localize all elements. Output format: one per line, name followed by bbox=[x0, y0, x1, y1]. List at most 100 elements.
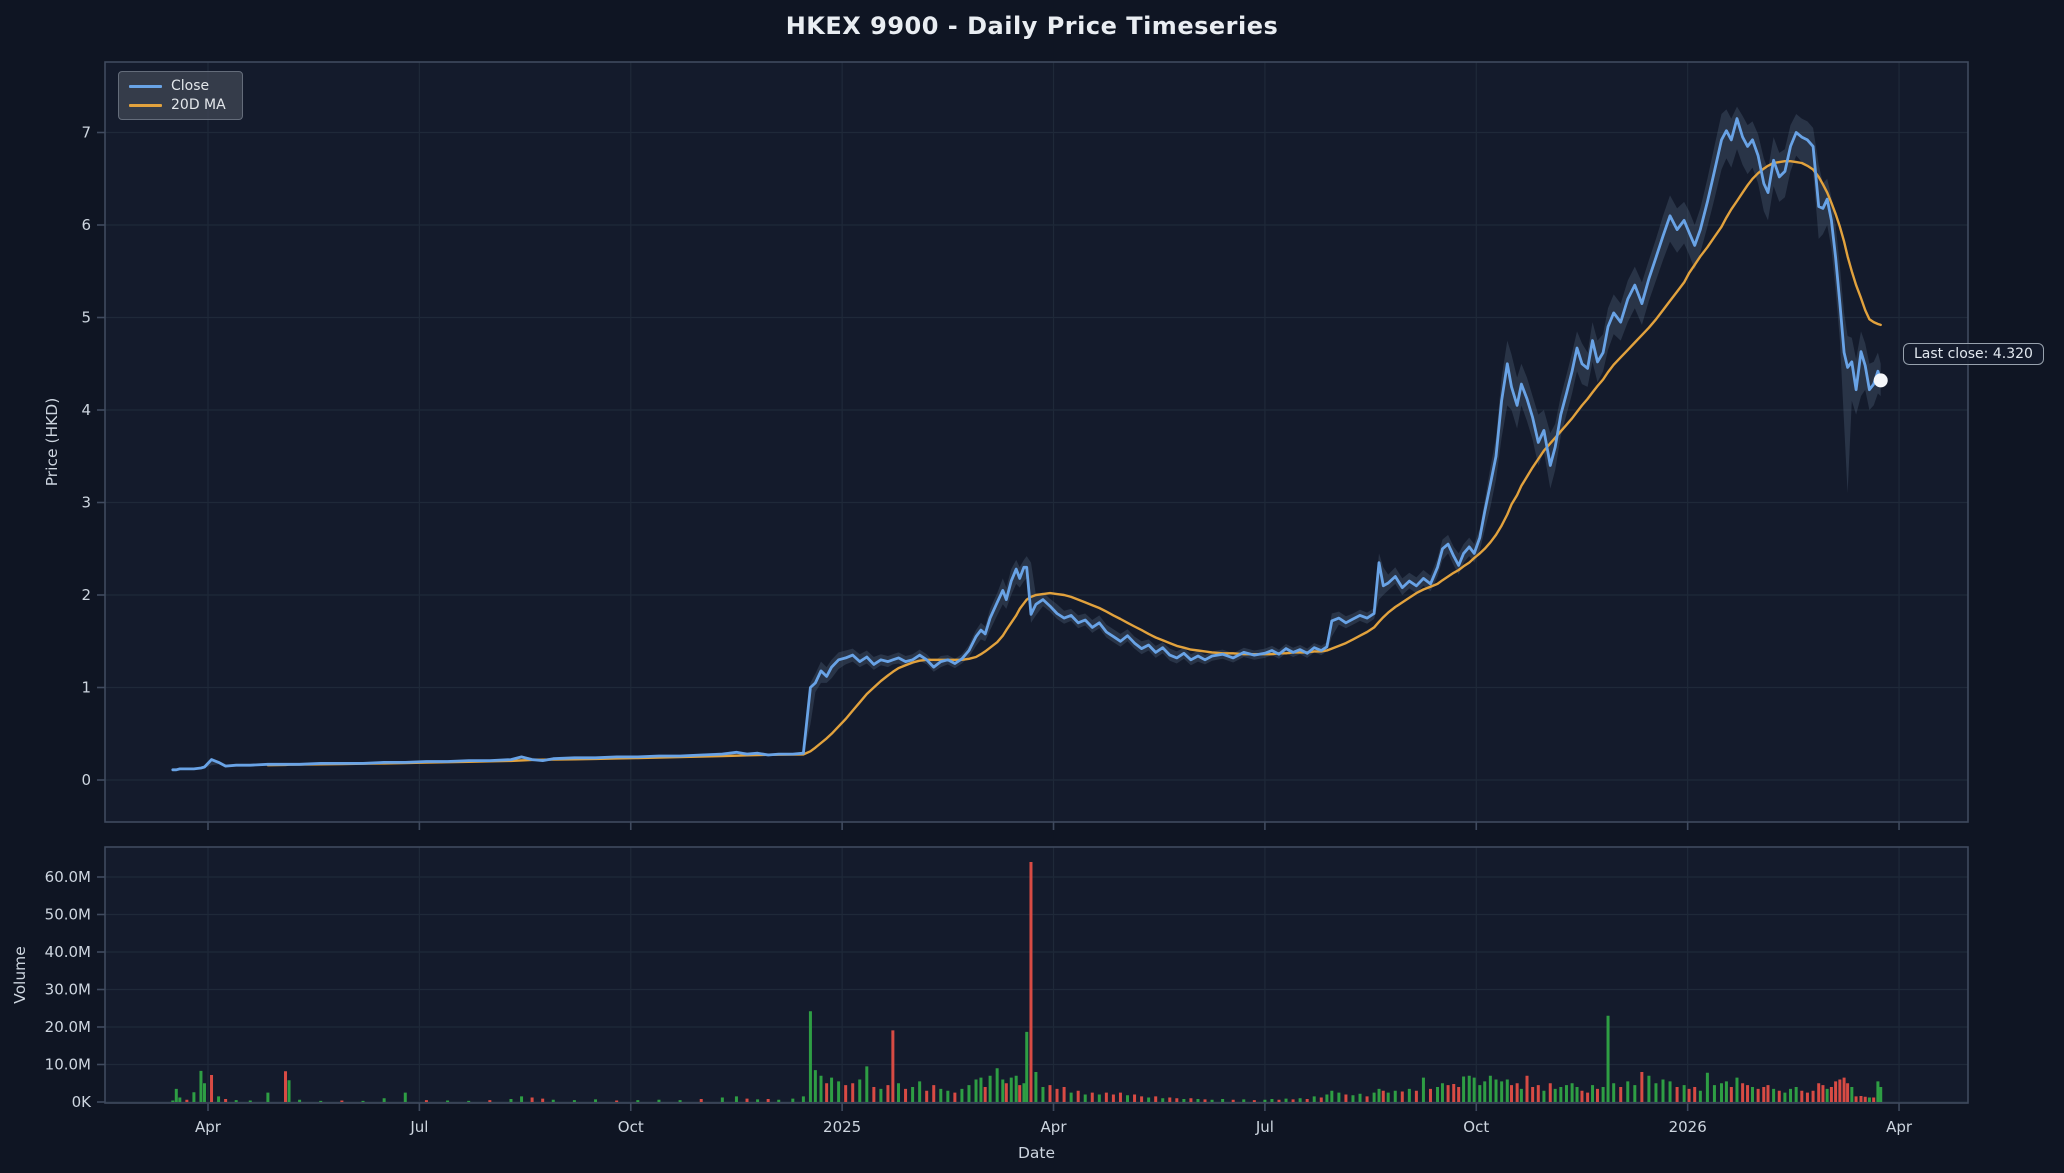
x-tick-label: Oct bbox=[618, 1118, 644, 1136]
volume-bar bbox=[1161, 1098, 1165, 1102]
ma-line bbox=[266, 160, 1882, 767]
volume-bar bbox=[1591, 1085, 1595, 1102]
volume-bar bbox=[403, 1092, 407, 1102]
volume-bar bbox=[1330, 1090, 1334, 1102]
volume-bar bbox=[1570, 1083, 1574, 1102]
volume-bar bbox=[1041, 1087, 1045, 1102]
volume-bar bbox=[1147, 1097, 1151, 1102]
volume-bar bbox=[178, 1097, 182, 1102]
volume-bar bbox=[1009, 1077, 1013, 1102]
volume-bar bbox=[1863, 1096, 1867, 1102]
volume-bar bbox=[879, 1088, 883, 1102]
volume-bar bbox=[1633, 1085, 1637, 1102]
volume-bar bbox=[1619, 1087, 1623, 1102]
volume-bar bbox=[1825, 1088, 1829, 1102]
volume-bar bbox=[520, 1096, 524, 1102]
volume-bar bbox=[1055, 1088, 1059, 1102]
volume-bar bbox=[995, 1068, 999, 1102]
volume-bar bbox=[1525, 1075, 1529, 1102]
price-panel-bg bbox=[105, 62, 1968, 822]
volume-bar bbox=[777, 1099, 781, 1102]
volume-bar bbox=[1762, 1087, 1766, 1102]
volume-bar bbox=[983, 1087, 987, 1102]
volume-bar bbox=[858, 1079, 862, 1102]
volume-bar bbox=[467, 1100, 471, 1102]
volume-bar bbox=[960, 1088, 964, 1102]
volume-bar bbox=[1001, 1079, 1005, 1102]
volume-bar bbox=[925, 1090, 929, 1102]
x-tick-label: Apr bbox=[1886, 1118, 1913, 1136]
volume-bar bbox=[1724, 1081, 1728, 1102]
volume-bar bbox=[1879, 1087, 1883, 1102]
volume-bar bbox=[974, 1079, 978, 1102]
volume-bar bbox=[1319, 1097, 1323, 1102]
volume-bar bbox=[1440, 1083, 1444, 1102]
volume-bar bbox=[1668, 1081, 1672, 1102]
volume-bar bbox=[1182, 1099, 1186, 1102]
volume-bar bbox=[734, 1096, 738, 1102]
volume-bar bbox=[1705, 1072, 1709, 1102]
price-tick-label: 4 bbox=[81, 401, 91, 419]
legend-label-ma: 20D MA bbox=[171, 97, 226, 113]
chart-title: HKEX 9900 - Daily Price Timeseries bbox=[785, 12, 1279, 40]
volume-bar bbox=[1488, 1075, 1492, 1102]
volume-bar bbox=[1221, 1099, 1225, 1102]
volume-bar bbox=[1407, 1088, 1411, 1102]
volume-bar bbox=[1601, 1087, 1605, 1102]
volume-bar bbox=[946, 1090, 950, 1102]
volume-bar bbox=[1647, 1075, 1651, 1102]
volume-bar bbox=[918, 1081, 922, 1102]
volume-bar bbox=[446, 1100, 450, 1102]
volume-bar bbox=[830, 1077, 834, 1102]
x-tick-label: Oct bbox=[1463, 1118, 1489, 1136]
volume-bar bbox=[1472, 1077, 1476, 1102]
volume-bar bbox=[488, 1100, 492, 1102]
volume-bar bbox=[1846, 1083, 1850, 1102]
volume-bar bbox=[1337, 1092, 1341, 1102]
volume-bar bbox=[1842, 1077, 1846, 1102]
volume-bar bbox=[1682, 1085, 1686, 1102]
volume-bar bbox=[891, 1030, 895, 1102]
volume-bar bbox=[171, 1100, 175, 1102]
volume-bar bbox=[1687, 1088, 1691, 1102]
volume-bar bbox=[1029, 862, 1033, 1102]
legend: Close 20D MA bbox=[118, 71, 243, 120]
volume-bar bbox=[298, 1099, 302, 1102]
volume-bar bbox=[1076, 1090, 1080, 1102]
volume-bar bbox=[1022, 1083, 1026, 1102]
volume-bar bbox=[678, 1100, 682, 1102]
volume-bar bbox=[1344, 1094, 1348, 1102]
volume-bar bbox=[1789, 1088, 1793, 1102]
volume-bar bbox=[1446, 1085, 1450, 1102]
volume-bar bbox=[1626, 1081, 1630, 1102]
volume-bar bbox=[904, 1088, 908, 1102]
volume-bar bbox=[1421, 1077, 1425, 1102]
volume-bar bbox=[217, 1096, 221, 1102]
legend-item-close: Close bbox=[119, 79, 242, 93]
legend-item-ma: 20D MA bbox=[119, 98, 242, 112]
volume-bar bbox=[185, 1099, 189, 1102]
volume-bar bbox=[1083, 1094, 1087, 1102]
volume-bar bbox=[979, 1077, 983, 1102]
volume-bar bbox=[791, 1098, 795, 1102]
volume-bar bbox=[911, 1087, 915, 1102]
volume-bar bbox=[1548, 1083, 1552, 1102]
volume-bar bbox=[1746, 1085, 1750, 1102]
volume-bar bbox=[572, 1100, 576, 1102]
volume-bar bbox=[1428, 1088, 1432, 1102]
volume-bar bbox=[1536, 1085, 1540, 1102]
volume-bar bbox=[1231, 1099, 1235, 1102]
volume-bar bbox=[1564, 1085, 1568, 1102]
volume-bar bbox=[234, 1100, 238, 1102]
volume-bar bbox=[1118, 1092, 1122, 1102]
volume-bar bbox=[1097, 1094, 1101, 1102]
volume-bar bbox=[801, 1096, 805, 1102]
volume-bar bbox=[939, 1088, 943, 1102]
volume-bar bbox=[837, 1081, 841, 1102]
x-tick-label: 2025 bbox=[823, 1118, 861, 1136]
volume-bar bbox=[1735, 1077, 1739, 1102]
volume-bar bbox=[1365, 1096, 1369, 1102]
volume-bar bbox=[1090, 1092, 1094, 1102]
volume-bar bbox=[361, 1100, 365, 1102]
volume-bar bbox=[1661, 1079, 1665, 1102]
